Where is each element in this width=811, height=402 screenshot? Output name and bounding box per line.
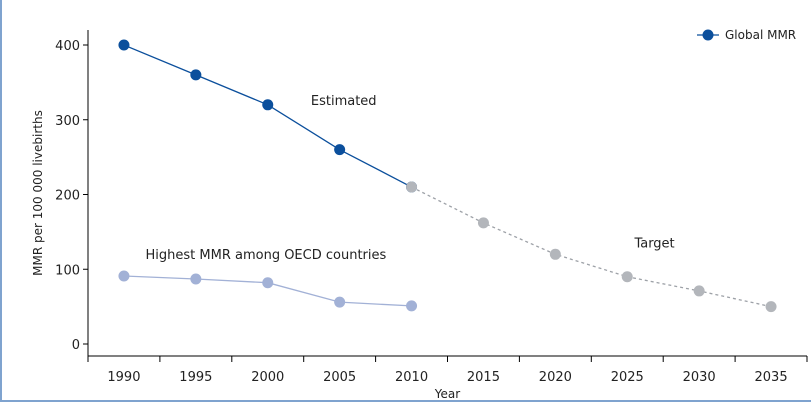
data-point [765,301,777,313]
x-tick-label: 2015 [467,370,500,385]
data-point [549,248,561,260]
annotation: Estimated [311,94,377,109]
data-point [406,300,418,312]
y-tick-label: 300 [55,114,80,129]
y-tick-label: 400 [55,39,80,54]
data-point [406,181,418,193]
x-tick-label: 2020 [539,370,572,385]
series-1 [406,181,777,313]
series-0 [118,39,418,193]
series-line [123,44,412,188]
x-tick-label: 2025 [611,370,644,385]
annotation: Target [633,237,674,252]
x-tick-label: 2035 [755,370,788,385]
data-point [190,273,202,285]
x-tick-label: 1990 [107,370,140,385]
x-tick-label: 2030 [683,370,716,385]
annotation: Highest MMR among OECD countries [146,248,387,263]
legend-label: Global MMR [725,28,796,42]
x-tick-label: 2005 [323,370,356,385]
data-point [118,270,130,282]
y-tick-label: 100 [55,263,80,278]
x-axis-title: Year [434,387,460,400]
x-tick-label: 2010 [395,370,428,385]
data-point [190,69,202,81]
y-tick-label: 0 [72,338,80,353]
x-tick-label: 2000 [251,370,284,385]
data-point [262,277,274,289]
data-point [621,271,633,283]
data-point [334,296,346,308]
legend-marker [702,29,714,41]
legend: Global MMR [697,28,796,42]
data-point [477,217,489,229]
data-point [118,39,130,51]
series-line [411,186,772,308]
y-tick-label: 200 [55,189,80,204]
series-2 [118,270,418,312]
x-tick-label: 1995 [179,370,212,385]
data-point [334,144,346,156]
y-axis-title: MMR per 100 000 livebirths [31,110,45,276]
data-point [262,99,274,111]
data-point [693,285,705,297]
